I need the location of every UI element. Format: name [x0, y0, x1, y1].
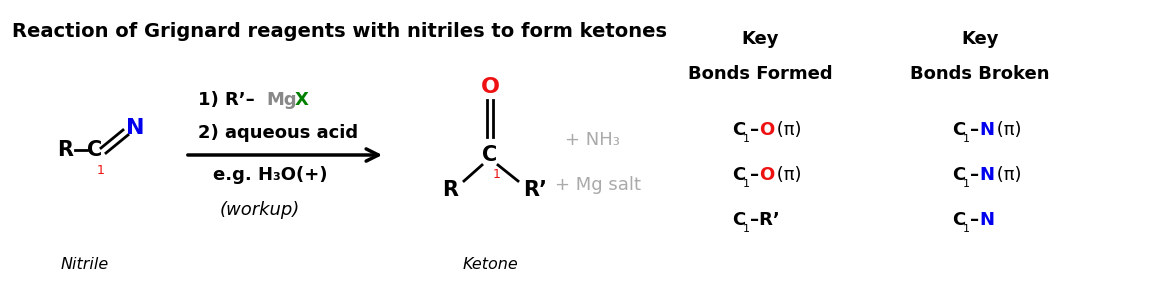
Text: 1: 1 [963, 134, 970, 144]
Text: C: C [952, 166, 966, 184]
Text: –: – [970, 211, 979, 229]
Text: 2) aqueous acid: 2) aqueous acid [198, 124, 359, 142]
Text: 1: 1 [493, 168, 500, 181]
Text: e.g. H₃O(+): e.g. H₃O(+) [213, 166, 327, 184]
Text: O: O [759, 121, 775, 139]
Text: –: – [970, 121, 979, 139]
Text: 1: 1 [743, 134, 750, 144]
Text: N: N [979, 166, 994, 184]
Text: N: N [979, 121, 994, 139]
Text: 1: 1 [743, 224, 750, 234]
Text: Key: Key [961, 30, 999, 48]
Text: C: C [732, 121, 745, 139]
Text: Ketone: Ketone [462, 257, 518, 272]
Text: (π): (π) [771, 121, 802, 139]
Text: C: C [732, 211, 745, 229]
Text: Bonds Formed: Bonds Formed [688, 65, 832, 83]
Text: (π): (π) [992, 166, 1022, 184]
Text: 1) R’–: 1) R’– [198, 91, 254, 109]
Text: –: – [750, 166, 759, 184]
Text: + Mg salt: + Mg salt [556, 176, 641, 194]
Text: (π): (π) [992, 121, 1022, 139]
Text: R: R [57, 140, 73, 160]
Text: N: N [979, 211, 994, 229]
Text: + NH₃: + NH₃ [565, 131, 620, 149]
Text: 1: 1 [963, 179, 970, 189]
Text: –: – [970, 166, 979, 184]
Text: N: N [125, 118, 144, 138]
Text: O: O [481, 77, 499, 97]
Text: (π): (π) [771, 166, 802, 184]
Text: C: C [952, 121, 966, 139]
Text: R’: R’ [523, 180, 547, 200]
Text: –R’: –R’ [750, 211, 779, 229]
Text: R: R [442, 180, 458, 200]
Text: Bonds Broken: Bonds Broken [911, 65, 1050, 83]
Text: Reaction of Grignard reagents with nitriles to form ketones: Reaction of Grignard reagents with nitri… [12, 22, 667, 41]
Text: 1: 1 [743, 179, 750, 189]
Text: Nitrile: Nitrile [61, 257, 109, 272]
Text: C: C [483, 145, 498, 165]
Text: (workup): (workup) [220, 201, 300, 219]
Text: O: O [759, 166, 775, 184]
Text: –: – [750, 121, 759, 139]
Text: 1: 1 [97, 164, 105, 177]
Text: 1: 1 [963, 224, 970, 234]
Text: C: C [88, 140, 103, 160]
Text: C: C [952, 211, 966, 229]
Text: X: X [295, 91, 309, 109]
Text: Key: Key [741, 30, 778, 48]
Text: C: C [732, 166, 745, 184]
Text: Mg: Mg [266, 91, 297, 109]
